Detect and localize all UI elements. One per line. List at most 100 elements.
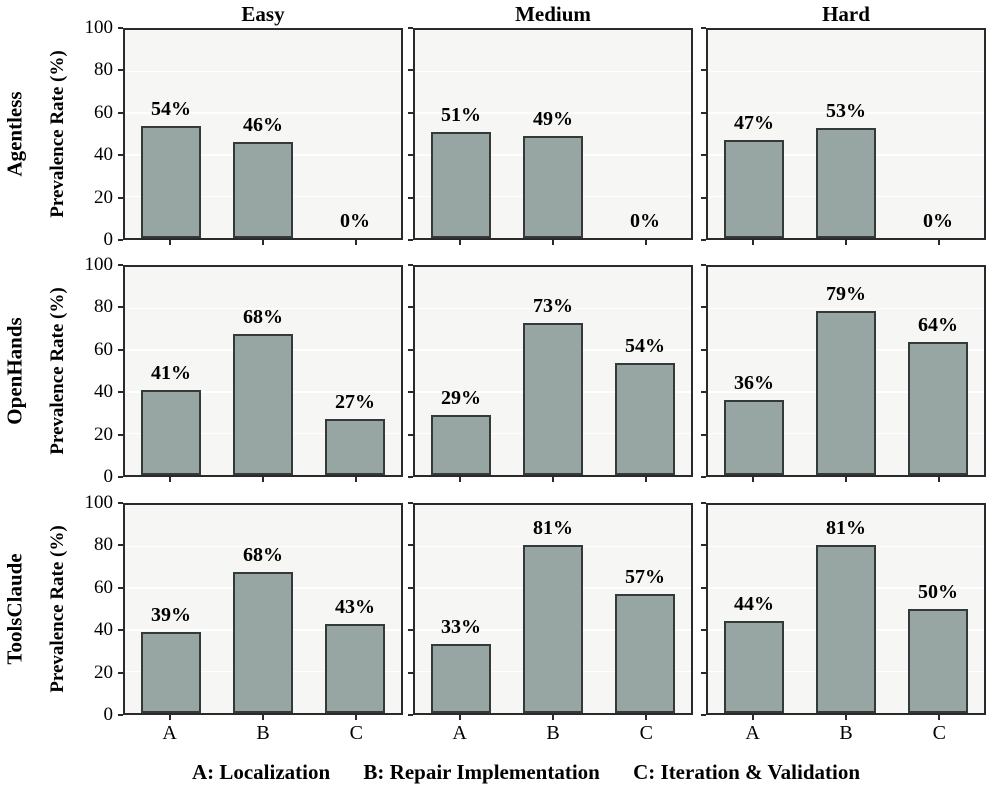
y-tick-mark [408,502,413,504]
legend-item-localization: A: Localization [191,760,331,784]
bar-value-label: 68% [243,543,283,566]
plot-openhands-easy: 41% 68% 27% [123,265,403,477]
y-tick-mark [408,154,413,157]
y-tick-mark [408,544,413,547]
bar-value-label: 0% [923,210,953,232]
bar-c [907,609,969,713]
y-tick-mark [118,476,123,478]
y-tick-mark [408,196,413,199]
row-label-agentless: Agentless [2,91,27,177]
y-tick-mark [118,239,123,241]
plot-toolsclaude-medium: 33% 81% 57% [413,503,693,715]
y-tick-label-20: 20 [94,186,113,208]
plot-openhands-hard: 36% 79% 64% [706,265,986,477]
bar-c [907,341,969,475]
bar-value-label: 81% [533,516,573,539]
bar-value-label: 54% [151,97,191,120]
y-tick-mark [408,629,413,632]
bar-value-label: 68% [243,305,283,328]
bar-a [723,621,785,713]
bar-a [430,414,492,475]
x-tick-mark [938,477,941,482]
bar-b [232,571,294,713]
y-tick-mark [701,154,706,157]
y-tick-mark [408,306,413,309]
bar-value-label: 27% [335,390,375,413]
bar-value-label: 43% [335,595,375,618]
y-tick-mark [701,196,706,199]
bar-c [324,418,386,475]
x-tick-label-c: C [349,722,363,744]
x-tick-mark [938,715,941,720]
x-tick-label-c: C [639,722,653,744]
y-tick-mark [118,348,123,351]
x-tick-mark [645,477,648,482]
y-tick-mark [701,502,706,504]
gridline-80 [125,307,401,310]
y-tick-mark [701,306,706,309]
y-tick-label-40: 40 [94,144,113,166]
y-tick-mark [408,111,413,114]
y-tick-mark [701,671,706,674]
x-tick-mark [845,477,847,482]
x-tick-label-c: C [932,722,946,744]
y-tick-mark [408,586,413,589]
x-tick-mark [168,715,171,720]
bar-a [723,140,785,238]
y-tick-mark [118,111,123,114]
gridline-80 [708,307,984,310]
x-tick-label-a: A [745,722,760,744]
plot-agentless-medium: 51% 49% 0% [413,28,693,240]
bar-value-label: 29% [441,386,481,409]
x-tick-label-b: B [546,722,560,744]
y-tick-mark [408,264,413,266]
y-tick-mark [701,69,706,72]
y-tick-mark [701,433,706,436]
bar-b [232,333,294,475]
bar-value-label: 73% [533,295,573,318]
y-tick-mark [701,111,706,114]
x-tick-mark [751,240,754,245]
plot-toolsclaude-easy: 39% 68% 43% [123,503,403,715]
bar-value-label: 51% [441,103,481,126]
y-tick-label-60: 60 [94,576,113,598]
x-tick-label-b: B [256,722,270,744]
bar-a [140,125,202,238]
y-tick-mark [118,586,123,589]
y-tick-mark [408,348,413,351]
y-tick-label-80: 80 [94,296,113,318]
y-tick-mark [118,27,123,29]
y-tick-mark [118,196,123,199]
legend: A: Localization B: Repair Implementation… [55,757,997,787]
bar-b [815,310,877,475]
y-tick-label-20: 20 [94,661,113,683]
x-tick-mark [168,477,171,482]
y-tick-mark [701,629,706,632]
y-tick-label-20: 20 [94,423,113,445]
x-tick-mark [552,477,554,482]
y-tick-mark [118,544,123,547]
y-tick-label-100: 100 [84,492,114,513]
x-tick-label-a: A [162,722,177,744]
x-tick-mark [458,477,461,482]
y-tick-mark [118,502,123,504]
y-tick-mark [118,154,123,157]
bar-b [522,544,584,713]
x-tick-label-a: A [452,722,467,744]
y-tick-mark [118,671,123,674]
y-tick-mark [701,476,706,478]
gridline-80 [125,545,401,548]
x-tick-mark [262,240,264,245]
plot-agentless-easy: 54% 46% 0% [123,28,403,240]
y-tick-mark [701,391,706,394]
legend-item-iteration-validation: C: Iteration & Validation [633,760,861,784]
y-tick-mark [701,714,706,716]
bar-value-label: 64% [918,313,958,336]
bar-value-label: 0% [630,210,660,232]
y-tick-label-40: 40 [94,381,113,403]
bar-value-label: 39% [151,603,191,626]
row-label-openhands: OpenHands [2,317,27,425]
y-tick-mark [118,69,123,72]
y-tick-mark [408,671,413,674]
